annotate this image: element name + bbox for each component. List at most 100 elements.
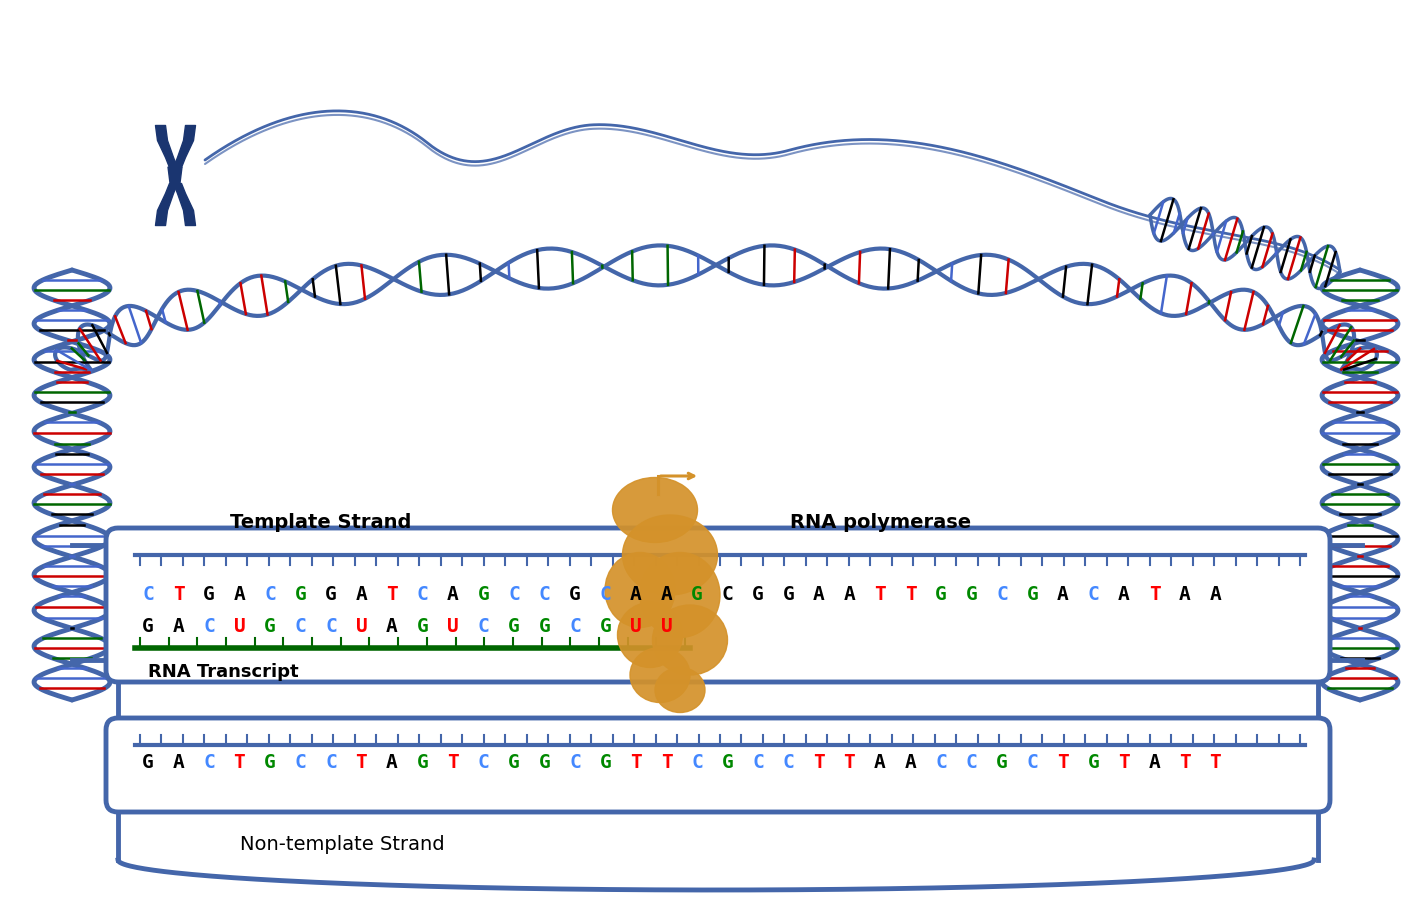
Ellipse shape [623,515,717,595]
Text: T: T [844,753,856,772]
Text: G: G [569,584,580,603]
Text: C: C [783,753,794,772]
Text: A: A [1179,584,1191,603]
Text: Non-template Strand: Non-template Strand [240,835,445,854]
Ellipse shape [605,552,674,628]
Text: G: G [1088,753,1099,772]
Text: T: T [1118,753,1129,772]
Text: C: C [569,616,580,635]
Text: G: G [508,616,520,635]
Text: A: A [448,584,459,603]
Text: RNA polymerase: RNA polymerase [790,512,971,531]
Text: G: G [143,616,154,635]
Text: T: T [813,753,824,772]
Text: T: T [386,584,398,603]
Text: C: C [143,584,154,603]
Text: C: C [965,753,977,772]
Text: T: T [448,753,459,772]
Text: T: T [1148,584,1161,603]
Text: A: A [386,616,398,635]
Text: G: G [997,753,1008,772]
Text: T: T [874,584,886,603]
Text: T: T [173,584,184,603]
Text: U: U [234,616,245,635]
Text: C: C [599,584,612,603]
Text: G: G [202,584,215,603]
Text: C: C [478,753,489,772]
Text: G: G [325,584,337,603]
Text: G: G [539,753,550,772]
Text: A: A [844,584,856,603]
Text: T: T [1179,753,1191,772]
Text: G: G [508,753,520,772]
Text: C: C [935,753,947,772]
Text: C: C [997,584,1008,603]
Text: C: C [722,584,733,603]
Text: C: C [325,616,337,635]
Text: A: A [630,584,642,603]
Text: G: G [599,753,612,772]
Text: T: T [1057,753,1070,772]
Text: T: T [1209,753,1222,772]
Text: A: A [1148,753,1161,772]
Text: G: G [143,753,154,772]
Text: A: A [874,753,886,772]
Text: U: U [630,616,642,635]
Text: T: T [355,753,368,772]
Text: C: C [295,753,307,772]
Text: A: A [660,584,673,603]
Text: C: C [325,753,337,772]
Text: RNA Transcript: RNA Transcript [148,663,298,681]
Text: G: G [783,584,794,603]
Text: C: C [264,584,275,603]
Text: A: A [355,584,368,603]
Ellipse shape [640,552,720,638]
Text: T: T [234,753,245,772]
Text: G: G [935,584,947,603]
Text: G: G [722,753,733,772]
Ellipse shape [655,668,704,713]
Ellipse shape [630,648,690,703]
Text: G: G [264,753,275,772]
Text: G: G [416,753,428,772]
FancyBboxPatch shape [106,528,1330,682]
Text: C: C [508,584,520,603]
Text: C: C [478,616,489,635]
Text: U: U [355,616,368,635]
Text: G: G [264,616,275,635]
Text: A: A [173,753,184,772]
Ellipse shape [613,478,697,542]
Text: C: C [416,584,428,603]
Text: T: T [630,753,642,772]
Text: A: A [1118,584,1129,603]
Text: A: A [173,616,184,635]
Text: C: C [692,753,703,772]
Text: C: C [202,616,215,635]
Text: C: C [202,753,215,772]
Text: A: A [1209,584,1222,603]
Text: C: C [569,753,580,772]
Text: Template Strand: Template Strand [230,512,411,531]
Text: C: C [295,616,307,635]
Text: G: G [539,616,550,635]
Text: A: A [234,584,245,603]
Text: A: A [813,584,824,603]
Text: G: G [599,616,612,635]
Text: C: C [539,584,550,603]
Text: G: G [752,584,764,603]
Text: A: A [1057,584,1070,603]
Text: C: C [752,753,764,772]
Text: U: U [660,616,673,635]
FancyBboxPatch shape [106,718,1330,812]
Text: G: G [295,584,307,603]
Text: A: A [386,753,398,772]
Text: T: T [660,753,673,772]
Ellipse shape [653,605,727,675]
Text: G: G [416,616,428,635]
Text: C: C [1027,753,1038,772]
Polygon shape [168,167,183,183]
Text: G: G [1027,584,1038,603]
Text: T: T [904,584,917,603]
Ellipse shape [617,602,683,668]
Text: G: G [965,584,977,603]
